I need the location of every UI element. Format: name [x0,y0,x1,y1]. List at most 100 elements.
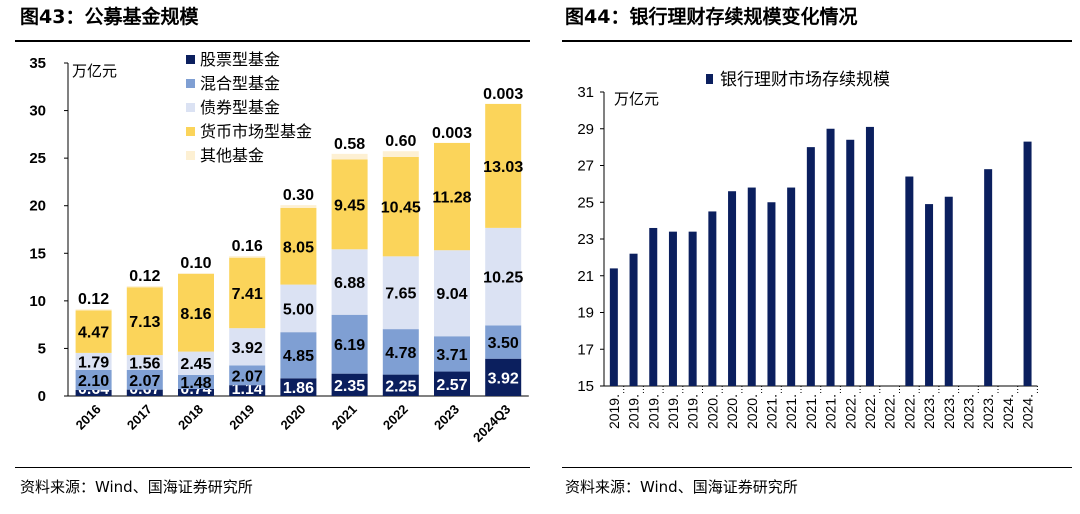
right-x-tick-label: 2022. [842,394,858,429]
left-bar-segment [229,328,266,366]
right-bar [846,139,855,386]
left-data-label: 3.92 [488,370,519,387]
left-data-label: 1.48 [180,375,211,392]
right-bar [865,126,874,386]
left-data-label: 3.50 [488,335,519,352]
left-bar-segment [434,142,470,251]
right-x-tick-label: 2019. [665,394,681,429]
left-data-label: 0.30 [283,187,314,204]
right-bar [629,253,638,386]
left-bar-segment [331,153,368,160]
left-x-tick-label: 2017 [124,402,155,433]
right-bar [747,187,756,386]
right-x-tick-label: 2021. [763,394,779,429]
left-y-tick-label: 30 [29,103,46,120]
left-bar-segment [434,250,470,337]
left-bar-segment [75,352,112,370]
left-data-label: 0.003 [432,125,472,142]
left-bar-segment [229,257,266,329]
right-x-tick-label: 2024. [1020,394,1036,429]
left-bar-segment [382,374,419,396]
right-x-tick-label: 2021. [803,394,819,429]
left-bar-segment [75,309,112,311]
left-data-label: 3.71 [436,347,467,364]
left-data-label: 10.45 [381,200,421,217]
left-data-label: 3.92 [232,340,263,357]
left-y-tick-label: 20 [29,198,46,215]
left-data-label: 2.10 [78,373,109,390]
left-bar-segment [178,273,214,352]
right-bar [826,128,835,386]
left-bar-segment [229,365,266,386]
right-x-tick-label: 2022. [901,394,917,429]
left-data-label: 10.25 [483,270,523,287]
left-bar-segment [126,369,163,390]
left-bar-segment [382,256,419,330]
right-x-tick-label: 2023. [980,394,996,429]
left-x-tick-label: 2024Q3 [470,402,513,445]
left-data-label: 7.13 [129,314,160,331]
left-bar-segment [229,385,266,396]
right-x-tick-label: 2020. [724,394,740,429]
left-y-tick-label: 10 [29,293,46,310]
left-legend-label: 股票型基金 [200,51,280,69]
left-data-label: 0.12 [129,268,160,285]
left-y-tick-label: 0 [38,388,46,405]
left-data-label: 2.25 [385,378,416,395]
right-chart-title: 图44：银行理财存续规模变化情况 [565,6,858,28]
left-data-label: 2.07 [129,373,160,390]
left-data-label: 1.56 [129,356,160,373]
left-bar-segment [331,314,368,374]
left-data-label: 4.78 [385,345,416,362]
left-unit-label: 万亿元 [72,63,117,80]
left-legend-swatch [186,55,195,64]
left-bar-segment [434,371,470,396]
right-x-tick-label: 2021. [823,394,839,429]
left-data-label: 6.19 [334,337,365,354]
right-y-tick-label: 21 [577,268,594,285]
left-x-tick-label: 2022 [380,402,411,433]
left-bar-segment [434,336,470,372]
left-legend-swatch [186,79,195,88]
right-bottom-rule [562,467,1072,468]
left-legend-label: 债券型基金 [200,99,280,117]
left-legend-label: 货币市场型基金 [200,123,312,141]
left-title-rule [15,40,530,42]
left-legend-swatch [186,103,195,112]
right-x-tick-label: 2019. [645,394,661,429]
right-x-tick-label: 2024. [1000,394,1016,429]
left-legend-label: 其他基金 [200,147,264,165]
left-bar-segment [75,369,112,390]
right-bar [905,176,914,386]
left-bar-segment [382,156,419,257]
right-x-tick-label: 2019. [685,394,701,429]
left-data-label: 8.05 [283,239,314,256]
left-data-label: 4.47 [78,325,109,342]
right-bar [984,169,993,386]
right-y-tick-label: 23 [577,231,594,248]
right-unit-label: 万亿元 [614,91,659,108]
left-bar-segment [382,329,419,375]
right-x-tick-label: 2021. [783,394,799,429]
left-data-label: 0.003 [483,86,523,103]
left-bottom-rule [15,467,530,468]
left-bar-segment [280,284,317,333]
left-legend-swatch [186,127,195,136]
left-source-note: 资料来源：Wind、国海证券研究所 [20,478,253,496]
right-bar [925,204,934,386]
right-x-tick-label: 2023. [921,394,937,429]
left-bar-segment [229,256,266,258]
left-bar-segment [178,374,214,389]
left-data-label: 0.10 [180,255,211,272]
left-data-label: 0.16 [232,238,263,255]
left-x-tick-label: 2019 [226,402,257,433]
left-bar-segment [331,373,368,396]
left-data-label: 6.88 [334,275,365,292]
left-data-label: 4.85 [283,348,314,365]
left-bar-segment [382,151,419,157]
right-legend-swatch [706,74,713,84]
right-bar [767,202,776,386]
left-bar-segment [280,207,317,285]
left-bar-segment [485,358,522,396]
left-bar-segment [280,378,317,396]
